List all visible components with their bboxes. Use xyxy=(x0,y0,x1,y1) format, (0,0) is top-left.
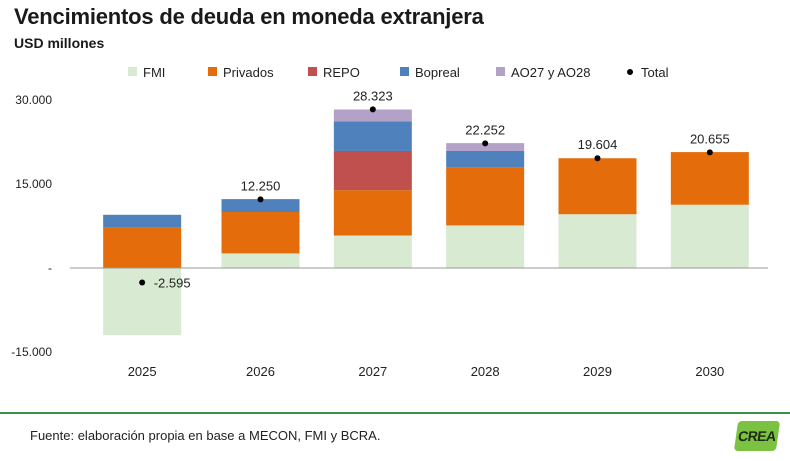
bar-bopreal xyxy=(103,214,182,228)
total-marker xyxy=(594,155,601,162)
x-tick-label: 2025 xyxy=(128,364,157,379)
bar-repo xyxy=(333,150,412,191)
total-marker xyxy=(706,149,713,156)
bar-fmi xyxy=(333,235,412,268)
bar-bopreal xyxy=(446,150,525,168)
bar-bopreal xyxy=(221,199,300,212)
bar-privados xyxy=(446,167,525,226)
total-marker xyxy=(482,140,489,147)
chart-subtitle: USD millones xyxy=(14,35,105,51)
total-marker xyxy=(257,196,264,203)
x-tick-label: 2028 xyxy=(471,364,500,379)
legend-swatch xyxy=(128,67,137,76)
legend-label: Privados xyxy=(223,65,274,80)
x-tick-label: 2026 xyxy=(246,364,275,379)
crea-logo-text: CREA xyxy=(737,428,777,444)
bar-privados xyxy=(670,152,749,205)
legend-label: Total xyxy=(641,65,669,80)
total-data-label: 20.655 xyxy=(690,131,730,146)
bar-privados xyxy=(333,190,412,236)
crea-logo: CREA xyxy=(733,421,781,451)
x-tick-label: 2029 xyxy=(583,364,612,379)
bar-bopreal xyxy=(333,121,412,151)
legend-label: FMI xyxy=(143,65,165,80)
legend-swatch xyxy=(208,67,217,76)
total-data-label: 12.250 xyxy=(241,178,281,193)
total-marker xyxy=(369,106,376,113)
y-tick-label: -15.000 xyxy=(11,345,52,359)
legend-marker-total xyxy=(627,69,633,75)
bar-privados xyxy=(221,212,300,254)
y-tick-label: 15.000 xyxy=(15,177,52,191)
legend-label: REPO xyxy=(323,65,360,80)
total-data-label: 22.252 xyxy=(465,122,505,137)
total-data-label: -2.595 xyxy=(154,276,191,291)
x-tick-label: 2030 xyxy=(695,364,724,379)
legend-label: AO27 y AO28 xyxy=(511,65,591,80)
y-tick-label: - xyxy=(48,261,52,275)
bar-fmi xyxy=(103,268,182,336)
total-data-label: 28.323 xyxy=(353,88,393,103)
legend-swatch xyxy=(496,67,505,76)
y-tick-label: 30.000 xyxy=(15,93,52,107)
legend-swatch xyxy=(308,67,317,76)
x-tick-label: 2027 xyxy=(358,364,387,379)
bar-fmi xyxy=(670,204,749,268)
bar-fmi xyxy=(558,214,637,268)
chart-title: Vencimientos de deuda en moneda extranje… xyxy=(14,4,484,29)
bar-ao27-y-ao28 xyxy=(333,109,412,122)
bar-privados xyxy=(558,158,637,215)
legend-swatch xyxy=(400,67,409,76)
bar-fmi xyxy=(446,225,525,268)
total-marker xyxy=(139,279,146,286)
bar-fmi xyxy=(221,253,300,268)
legend-label: Bopreal xyxy=(415,65,460,80)
footer-divider xyxy=(0,412,790,414)
bar-ao27-y-ao28 xyxy=(446,143,525,151)
total-data-label: 19.604 xyxy=(578,137,618,152)
bar-privados xyxy=(103,227,182,268)
source-note: Fuente: elaboración propia en base a MEC… xyxy=(30,428,381,443)
